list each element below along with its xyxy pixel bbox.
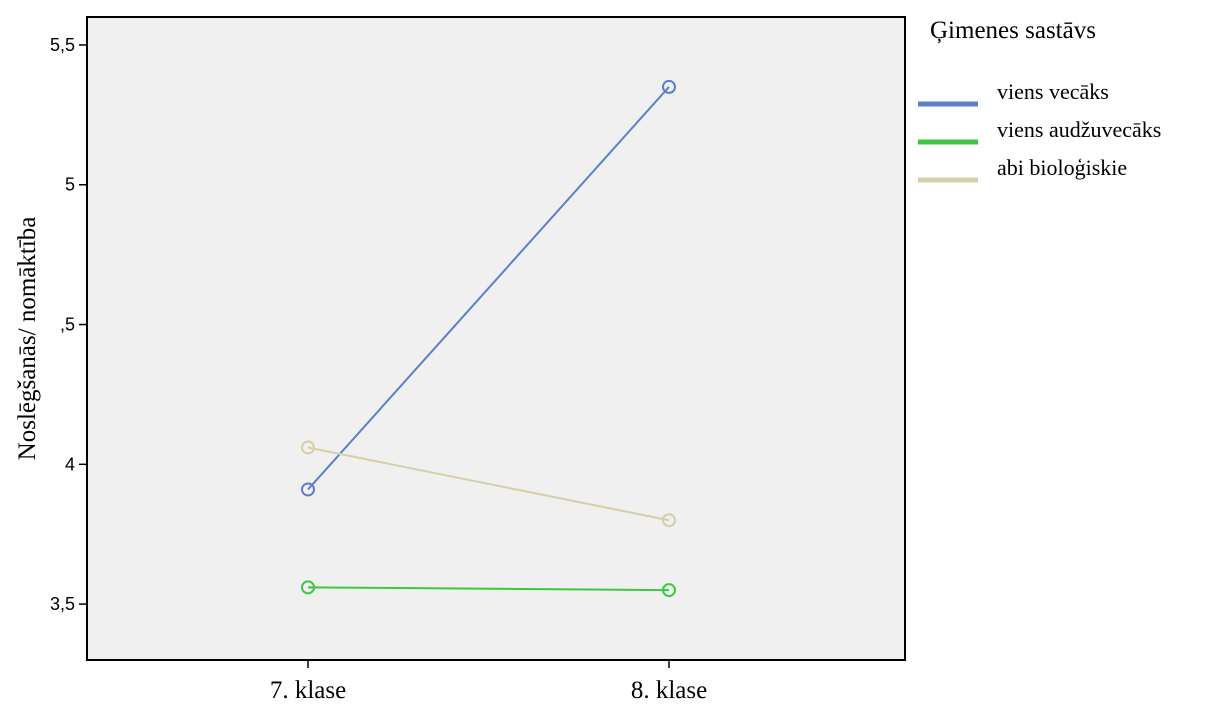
y-axis-label: Noslēgšanās/ nomāktība: [14, 217, 41, 461]
y-tick-label: ,5: [60, 315, 75, 335]
y-tick-label: 5: [65, 175, 75, 195]
legend-label: viens vecāks: [997, 79, 1109, 104]
series-line: [307, 586, 670, 592]
series-line: [307, 446, 670, 522]
legend-title: Ģimenes sastāvs: [930, 17, 1096, 44]
y-tick-label: 4: [65, 454, 75, 474]
series-line: [307, 86, 670, 491]
legend: viens vecāks viens audžuvecāks abi bioloģi…: [918, 79, 1161, 183]
x-axis: 7. klase 8. klase: [270, 660, 707, 704]
data-point: [301, 482, 315, 497]
data-point: [662, 79, 676, 94]
y-tick-label: 3,5: [50, 594, 75, 614]
data-point: [301, 580, 315, 595]
data-point: [301, 440, 315, 455]
data-point: [662, 513, 676, 528]
legend-label: abi bioloģiskie: [997, 155, 1127, 180]
y-tick-label: 5,5: [50, 35, 75, 55]
data-point: [662, 583, 676, 598]
series-layer: [301, 79, 676, 598]
x-tick-label: 7. klase: [270, 677, 346, 704]
plot-area: [86, 16, 906, 661]
y-axis: 3,5 4 ,5 5 5,5: [50, 35, 87, 614]
x-tick-label: 8. klase: [631, 677, 707, 704]
legend-label: viens audžuvecāks: [997, 117, 1161, 142]
